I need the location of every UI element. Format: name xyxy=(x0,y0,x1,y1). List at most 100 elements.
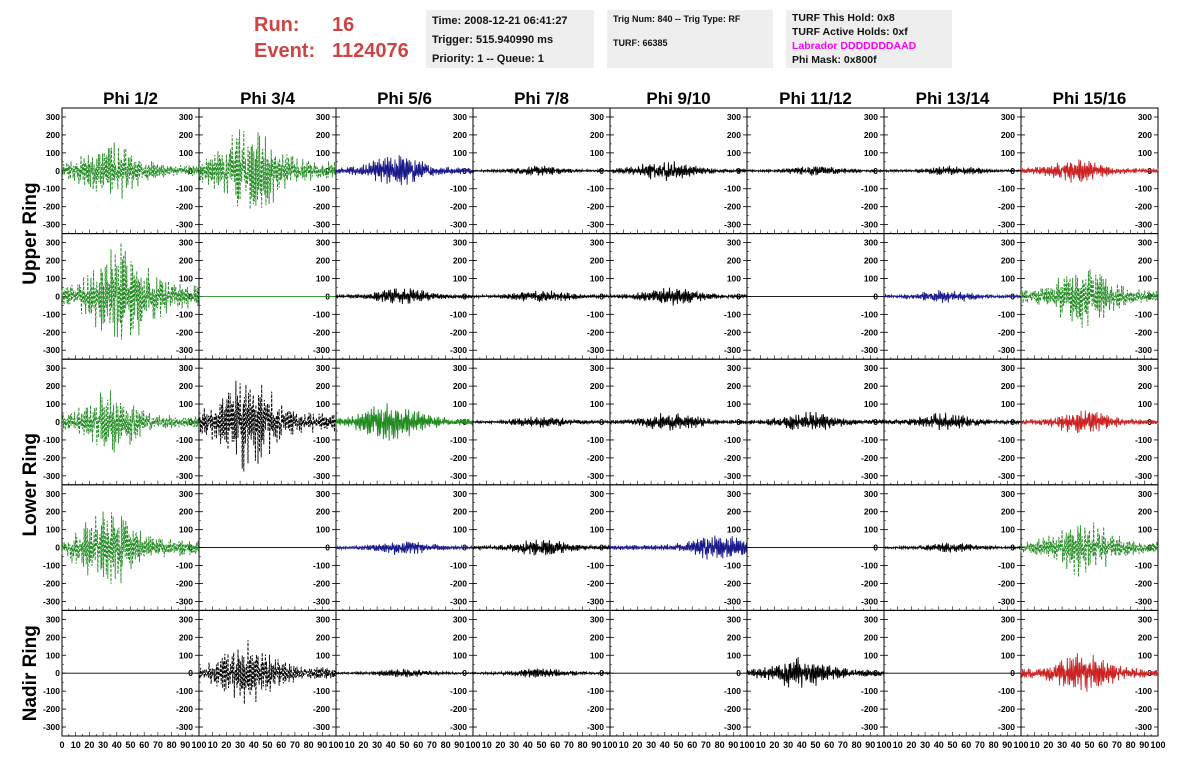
y-tick-label-left: 300 xyxy=(46,363,60,373)
y-tick-label-right: -100 xyxy=(587,561,604,571)
x-tick-label: 80 xyxy=(441,740,451,750)
y-tick-label-right: 100 xyxy=(1138,148,1152,158)
y-tick-label-right: -200 xyxy=(176,453,193,463)
waveform-r1-c5 xyxy=(609,161,748,182)
y-tick-label-right: 300 xyxy=(1138,614,1152,624)
waveform-r4-c8 xyxy=(1020,522,1159,577)
x-tick-label: 80 xyxy=(304,740,314,750)
y-tick-label-right: -100 xyxy=(724,686,741,696)
y-tick-label-left: -200 xyxy=(43,453,60,463)
y-tick-label-right: 200 xyxy=(316,507,330,517)
waveform-r3-c8 xyxy=(1020,410,1159,434)
x-tick-label: 60 xyxy=(1098,740,1108,750)
y-tick-label-left: 100 xyxy=(46,650,60,660)
x-tick-label: 30 xyxy=(783,740,793,750)
x-tick-label: 10 xyxy=(893,740,903,750)
x-tick-label: 40 xyxy=(660,740,670,750)
y-tick-label-right: -100 xyxy=(998,309,1015,319)
y-tick-label-right: 300 xyxy=(590,112,604,122)
y-tick-label-right: 200 xyxy=(1001,130,1015,140)
y-tick-label-right: -300 xyxy=(861,220,878,230)
y-tick-label-right: -100 xyxy=(1135,435,1152,445)
run-value: 16 xyxy=(332,14,355,36)
y-tick-label-right: -300 xyxy=(998,722,1015,732)
y-tick-label-right: 300 xyxy=(727,112,741,122)
y-tick-label-right: 300 xyxy=(1138,238,1152,248)
y-tick-label-right: 200 xyxy=(864,381,878,391)
y-tick-label-right: -200 xyxy=(724,453,741,463)
y-tick-label-left: -300 xyxy=(43,722,60,732)
y-tick-label-right: 300 xyxy=(1001,489,1015,499)
y-tick-label-right: 300 xyxy=(453,112,467,122)
y-tick-label-right: 100 xyxy=(453,650,467,660)
y-tick-label-right: 300 xyxy=(590,238,604,248)
y-tick-label-right: -300 xyxy=(176,471,193,481)
y-tick-label-right: 300 xyxy=(453,489,467,499)
x-tick-label: 20 xyxy=(495,740,505,750)
y-tick-label-right: -200 xyxy=(998,453,1015,463)
y-tick-label-right: -300 xyxy=(176,596,193,606)
y-tick-label-right: -300 xyxy=(587,220,604,230)
y-tick-label-right: 100 xyxy=(453,399,467,409)
y-tick-label-right: -100 xyxy=(998,435,1015,445)
y-tick-label-right: 200 xyxy=(1001,256,1015,266)
y-tick-label-right: -100 xyxy=(861,435,878,445)
y-tick-label-right: -100 xyxy=(861,686,878,696)
y-tick-label-right: -200 xyxy=(313,202,330,212)
y-tick-label-right: -200 xyxy=(313,704,330,714)
y-tick-label-right: -100 xyxy=(587,435,604,445)
y-tick-label-right: 300 xyxy=(179,112,193,122)
y-tick-label-right: -300 xyxy=(998,471,1015,481)
x-tick-label: 80 xyxy=(715,740,725,750)
turf-hold-text: TURF This Hold: 0x8 xyxy=(792,12,895,24)
y-tick-label-right: -200 xyxy=(1135,327,1152,337)
x-tick-label: 20 xyxy=(358,740,368,750)
y-tick-label-right: 200 xyxy=(179,381,193,391)
x-tick-label: 50 xyxy=(673,740,683,750)
y-tick-label-right: 100 xyxy=(864,399,878,409)
waveform-r5-c3 xyxy=(335,668,474,678)
trig-info-box: Trig Num: 840 -- Trig Type: RF TURF: 663… xyxy=(607,10,773,68)
y-tick-label-right: 200 xyxy=(453,507,467,517)
x-tick-label: 50 xyxy=(810,740,820,750)
y-tick-label-right: 300 xyxy=(590,363,604,373)
x-tick-label: 40 xyxy=(112,740,122,750)
y-tick-label-right: -200 xyxy=(450,202,467,212)
y-tick-label-right: -300 xyxy=(450,596,467,606)
waveform-r1-c8 xyxy=(1020,159,1159,183)
waveform-r3-c4 xyxy=(472,416,611,428)
y-tick-label-right: -300 xyxy=(861,722,878,732)
y-tick-label-right: -300 xyxy=(1135,596,1152,606)
x-tick-label: 100 xyxy=(191,740,206,750)
waveform-r5-c8 xyxy=(1020,653,1159,692)
y-tick-label-right: 200 xyxy=(727,381,741,391)
trigger-text: Trigger: 515.940990 ms xyxy=(432,34,554,46)
column-label-5: Phi 9/10 xyxy=(646,89,710,108)
x-tick-label: 70 xyxy=(975,740,985,750)
y-tick-label-left: 100 xyxy=(46,525,60,535)
y-tick-label-right: -200 xyxy=(450,453,467,463)
y-tick-label-right: -100 xyxy=(313,309,330,319)
y-tick-label-right: 200 xyxy=(864,256,878,266)
y-tick-label-right: 100 xyxy=(1001,399,1015,409)
y-tick-label-right: 100 xyxy=(864,273,878,283)
x-tick-label: 30 xyxy=(920,740,930,750)
y-tick-label-right: -100 xyxy=(1135,184,1152,194)
y-tick-label-right: 300 xyxy=(453,238,467,248)
x-tick-label: 60 xyxy=(139,740,149,750)
y-tick-label-right: -300 xyxy=(998,345,1015,355)
x-tick-label: 80 xyxy=(167,740,177,750)
y-tick-label-right: -200 xyxy=(176,202,193,212)
y-tick-label-right: 300 xyxy=(453,614,467,624)
y-tick-label-right: 300 xyxy=(1138,112,1152,122)
y-tick-label-right: -300 xyxy=(724,722,741,732)
x-tick-label: 90 xyxy=(180,740,190,750)
y-tick-label-right: 100 xyxy=(864,148,878,158)
y-tick-label-right: -100 xyxy=(313,435,330,445)
y-tick-label-right: 200 xyxy=(1138,381,1152,391)
y-tick-label-right: -300 xyxy=(313,596,330,606)
y-tick-label-right: -300 xyxy=(176,722,193,732)
y-tick-label-right: 200 xyxy=(590,381,604,391)
y-tick-label-right: 100 xyxy=(316,399,330,409)
y-tick-label-right: 200 xyxy=(864,632,878,642)
